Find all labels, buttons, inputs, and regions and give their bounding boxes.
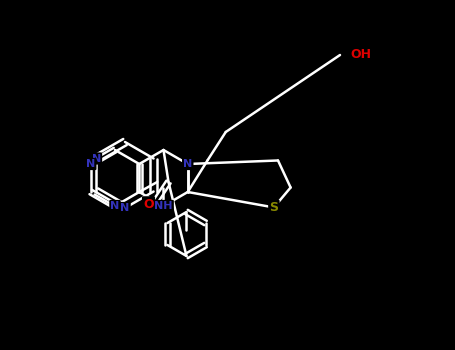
Text: N: N [121,203,130,213]
Text: S: S [269,201,278,214]
Text: N: N [92,154,101,163]
Text: N: N [111,201,120,211]
Text: N: N [183,159,192,169]
Text: O: O [143,197,154,210]
Text: NH: NH [154,201,173,211]
Text: OH: OH [350,49,371,62]
Text: N: N [86,159,96,169]
